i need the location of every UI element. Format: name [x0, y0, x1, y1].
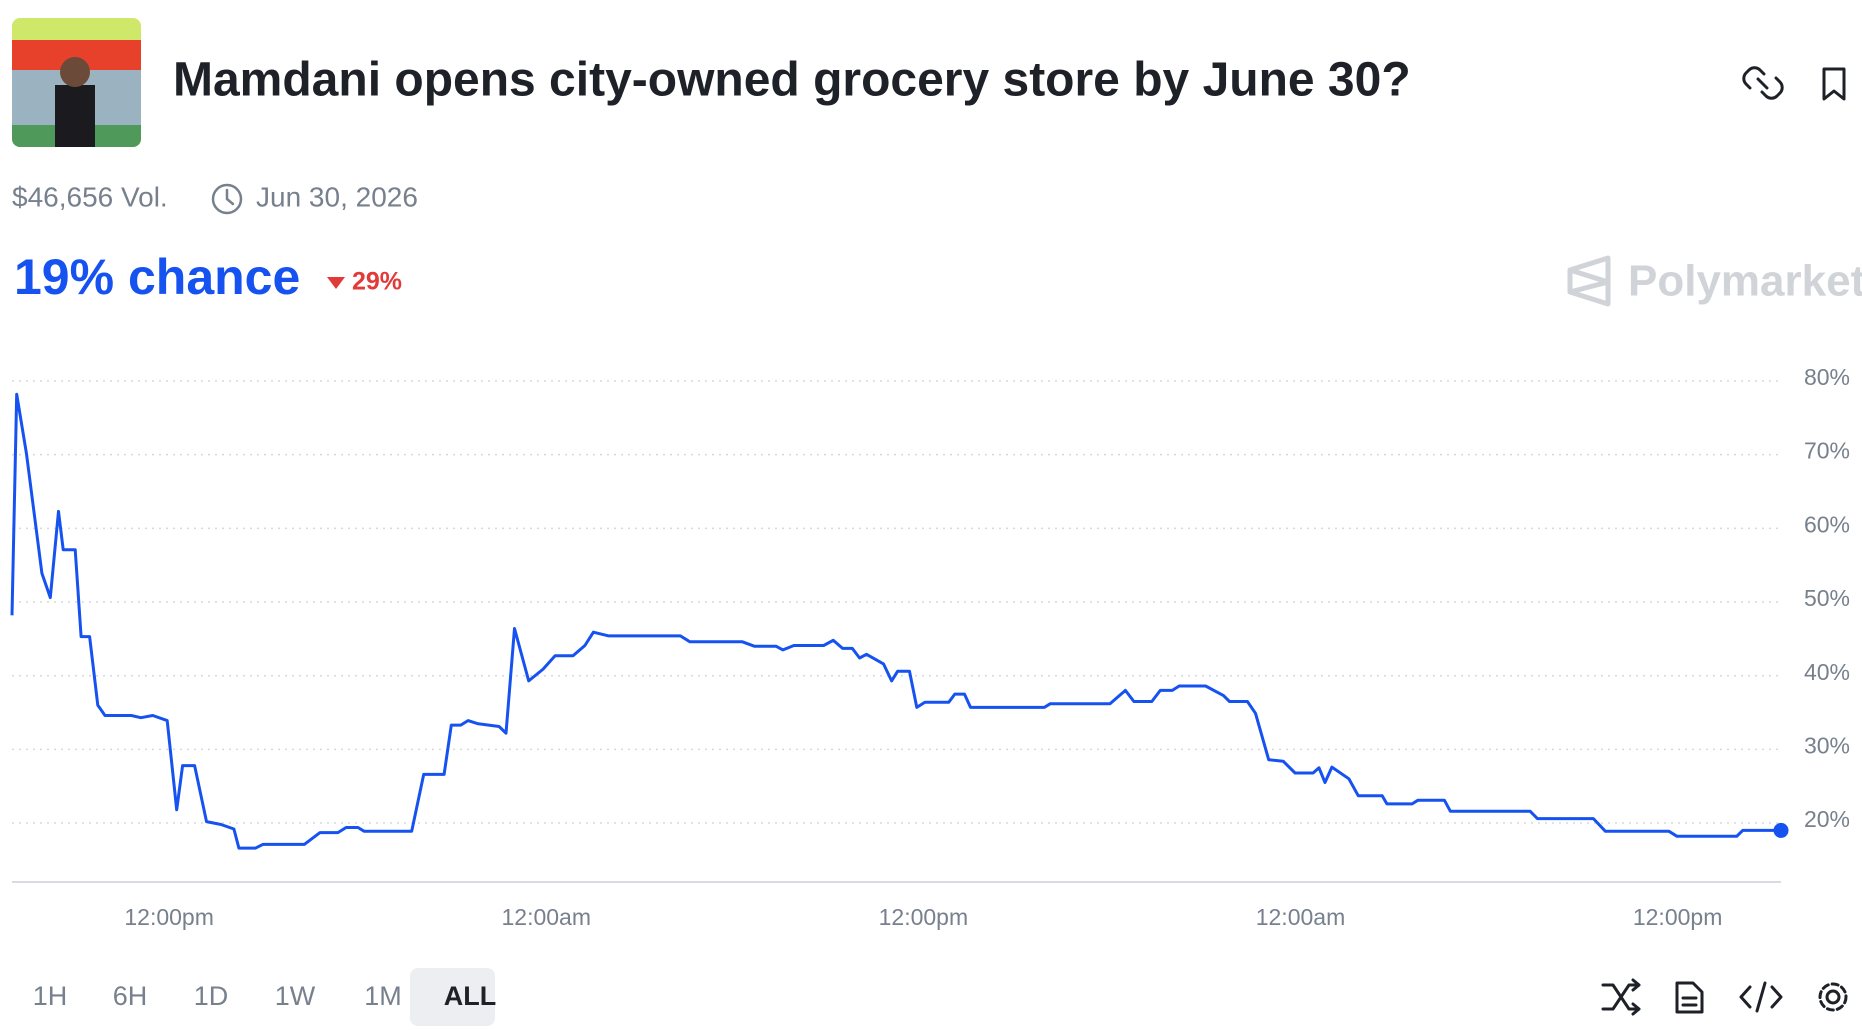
y-tick-label: 30% — [1804, 732, 1850, 758]
end-date: Jun 30, 2026 — [256, 181, 418, 212]
copy-link-button[interactable] — [1742, 66, 1784, 100]
range-button[interactable]: 1M — [364, 981, 402, 1011]
y-tick-label: 40% — [1804, 659, 1850, 685]
market-title: Mamdani opens city-owned grocery store b… — [173, 54, 1411, 107]
chance-change: 29% — [352, 268, 402, 296]
shuffle-button[interactable] — [1601, 978, 1641, 1016]
x-tick-label: 12:00am — [1256, 904, 1346, 930]
market-thumbnail — [12, 18, 141, 147]
x-tick-label: 12:00pm — [879, 904, 969, 930]
range-button[interactable]: 1D — [194, 981, 229, 1011]
range-button[interactable]: 1H — [33, 981, 68, 1011]
chance-headline: 19% chance — [14, 249, 300, 305]
range-selector: 1H 6H 1D 1W 1M ALL — [33, 968, 496, 1026]
x-tick-label: 12:00pm — [1633, 904, 1723, 930]
y-tick-label: 80% — [1804, 364, 1850, 390]
embed-button[interactable] — [1739, 981, 1783, 1013]
range-selected-bg — [410, 968, 495, 1026]
y-tick-label: 50% — [1804, 585, 1850, 611]
price-chart: 20% 30% 40% 50% 60% 70% 80% 12:00pm 12:00am 12:00… — [10, 364, 1850, 930]
y-tick-label: 60% — [1804, 511, 1850, 537]
brand-logo — [1567, 255, 1611, 307]
x-tick-label: 12:00pm — [124, 904, 214, 930]
x-tick-label: 12:00am — [501, 904, 591, 930]
range-button[interactable]: 6H — [113, 981, 148, 1011]
y-tick-label: 20% — [1804, 806, 1850, 832]
document-button[interactable] — [1675, 981, 1704, 1014]
range-button[interactable]: ALL — [444, 981, 496, 1011]
bookmark-button[interactable] — [1822, 67, 1846, 101]
brand-name: Polymarket — [1628, 257, 1862, 306]
price-line — [10, 392, 1781, 850]
range-button[interactable]: 1W — [275, 981, 316, 1011]
down-triangle — [327, 277, 345, 289]
y-tick-label: 70% — [1804, 438, 1850, 464]
clock-icon — [211, 183, 243, 215]
volume: $46,656 Vol. — [12, 181, 168, 212]
settings-button[interactable] — [1818, 982, 1848, 1012]
current-point — [1773, 822, 1789, 838]
